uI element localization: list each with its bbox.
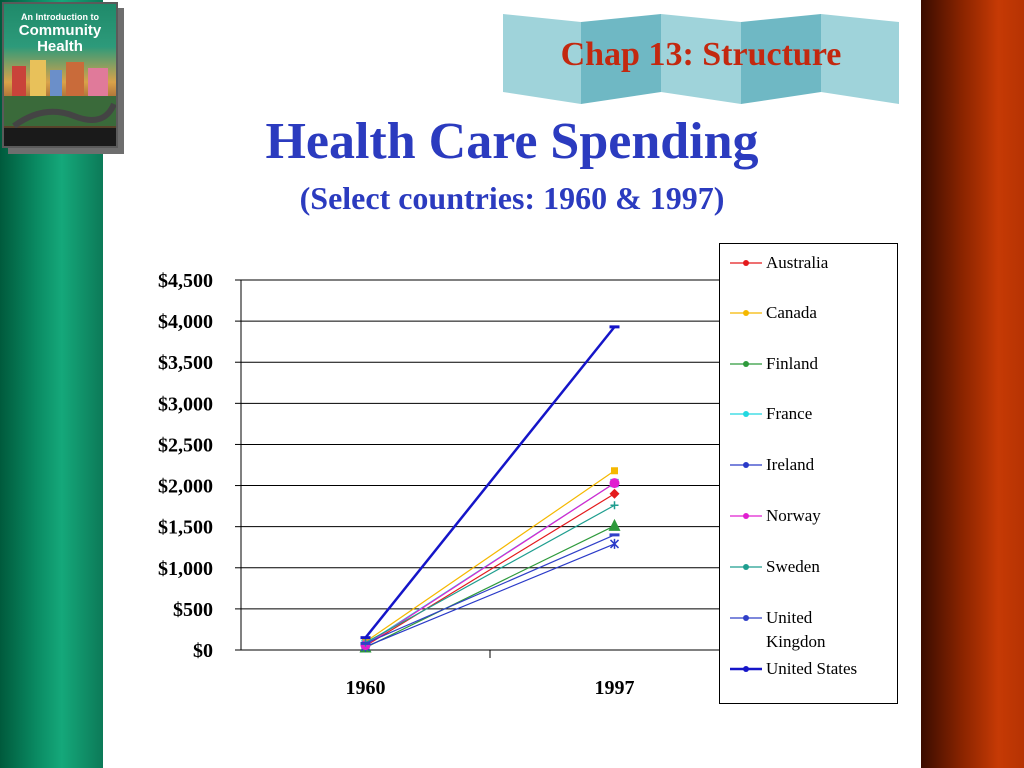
series-line [365,534,615,644]
slide-title: Health Care Spending [265,113,759,170]
book-cover-line3: Health [37,38,83,55]
series-line [365,482,615,646]
legend-label: Australia [766,253,829,272]
y-tick-label: $0 [193,640,213,662]
book-cover-art [4,60,116,146]
legend-swatch [730,564,762,570]
book-cover-line1: An Introduction to [21,12,99,22]
y-tick-label: $4,000 [158,311,213,333]
legend-swatch [730,666,762,672]
legend-item: United Kingdon [720,606,897,651]
y-tick-label: $500 [173,599,213,621]
chart-legend: Australia Canada Finland France Ireland Norwa… [719,243,898,704]
legend-item: France [720,402,897,423]
series-line [365,543,615,648]
legend-item: United States [720,657,897,678]
series-line [365,493,615,647]
legend-swatch-marker [743,260,749,266]
legend-swatch-marker [743,462,749,468]
y-tick-label: $4,500 [158,270,213,292]
book-cover-image: An Introduction to Community Health [2,2,118,148]
legend-item: Finland [720,352,897,373]
data-point [611,467,618,475]
legend-item: Canada [720,301,897,322]
slide-subtitle: (Select countries: 1960 & 1997) [299,180,725,216]
legend-swatch-marker [743,513,749,519]
y-tick-label: $3,000 [158,393,213,415]
legend-swatch-marker [743,310,749,316]
legend-item: Norway [720,504,897,525]
legend-swatch-marker [743,615,749,621]
series-line [364,326,616,639]
legend-swatch-marker [743,361,749,367]
x-tick-label: 1997 [595,677,635,699]
legend-swatch-marker [743,411,749,417]
legend-swatch [730,462,762,468]
legend-label: United States [766,659,858,678]
series-line [365,504,615,644]
legend-label: Norway [766,506,821,525]
data-point [609,478,620,489]
legend-item: Australia [720,251,897,272]
legend-swatch [730,411,762,417]
data-point [609,538,620,549]
y-tick-label: $1,500 [158,517,213,539]
legend-label: Sweden [766,557,820,576]
legend-label: Finland [766,354,818,373]
legend-item: Sweden [720,555,897,576]
y-tick-label: $3,500 [158,352,213,374]
x-tick-label: 1960 [346,677,386,699]
y-tick-label: $2,000 [158,476,213,498]
legend-swatch [730,310,762,316]
legend-swatch-marker [743,564,749,570]
legend-swatch [730,615,762,621]
y-tick-label: $2,500 [158,434,213,456]
legend-swatch [730,260,762,266]
legend-swatch [730,513,762,519]
book-cover-line2: Community [18,22,102,39]
chapter-label: Chap 13: Structure [560,36,842,73]
legend-swatch-marker [743,666,749,672]
legend-swatch [730,361,762,367]
series-line [365,525,615,649]
right-decorative-band [921,0,1024,768]
data-point [609,488,620,499]
legend-label: France [766,404,813,423]
series-line [365,470,615,643]
data-point [610,501,619,510]
chapter-banner [503,14,899,104]
legend-label: United Kingdon [766,608,826,651]
legend-label: Ireland [766,455,815,474]
y-tick-label: $1,000 [158,558,213,580]
legend-label: Canada [766,303,817,322]
data-point [608,518,621,531]
legend-item: Ireland [720,453,897,474]
